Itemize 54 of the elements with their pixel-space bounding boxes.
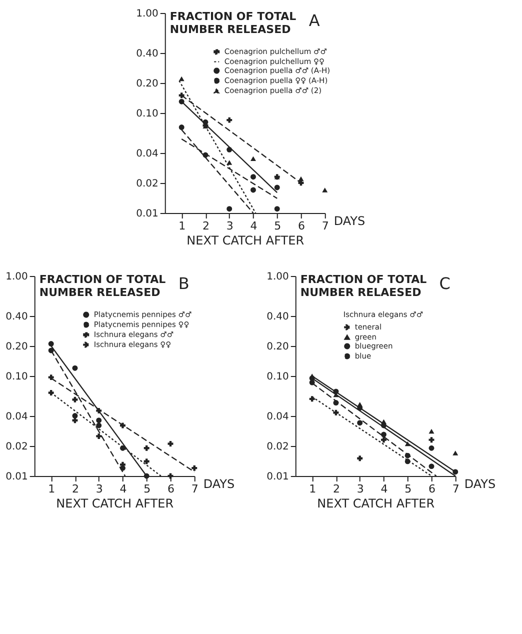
x-tick-label: 5 bbox=[274, 220, 282, 232]
x-tick-label: 2 bbox=[72, 482, 79, 496]
annotation: B bbox=[178, 274, 190, 293]
y-tick-label: 0.01 bbox=[6, 472, 28, 482]
y-tick-label: 0.40 bbox=[136, 48, 158, 60]
x-axis-title: NEXT CATCH AFTER bbox=[186, 234, 304, 248]
x-axis-title: NEXT CATCH AFTER bbox=[317, 496, 435, 510]
y-axis-title: FRACTION OF TOTAL NUMBER RELEASED bbox=[170, 10, 296, 36]
x-tick-label: 7 bbox=[191, 482, 198, 496]
x-tick-label: 3 bbox=[356, 482, 364, 496]
y-tick-label: 0.20 bbox=[6, 341, 28, 352]
x-tick-label: 7 bbox=[322, 220, 329, 232]
x-tick-label: 1 bbox=[178, 220, 186, 232]
y-tick-label: 0.20 bbox=[136, 78, 158, 90]
x-tick-label: 6 bbox=[428, 482, 436, 496]
y-tick-label: 1.00 bbox=[6, 272, 28, 282]
x-tick-label: 5 bbox=[144, 482, 151, 496]
x-tick-label: 2 bbox=[332, 482, 340, 496]
x-tick-label: 6 bbox=[298, 220, 305, 232]
y-tick-label: 0.02 bbox=[136, 178, 158, 190]
y-tick-label: 0.10 bbox=[136, 108, 158, 120]
x-tick-label: 6 bbox=[167, 482, 174, 496]
y-tick-label: 0.02 bbox=[6, 441, 28, 452]
x-tick-label: 3 bbox=[96, 482, 103, 496]
y-tick-label: 0.04 bbox=[6, 411, 28, 422]
x-axis-title: NEXT CATCH AFTER bbox=[56, 496, 174, 510]
y-tick-label: 0.20 bbox=[266, 341, 289, 352]
x-tick-label: 3 bbox=[226, 220, 234, 232]
x-tick-label: 1 bbox=[309, 482, 316, 496]
y-axis-title: FRACTION OF TOTAL NUMBER RELEASED bbox=[39, 273, 166, 299]
x-tick-label: 4 bbox=[380, 482, 388, 496]
y-tick-label: 1.00 bbox=[266, 272, 289, 282]
x-tick-label: 2 bbox=[202, 220, 210, 232]
y-tick-label: 0.01 bbox=[266, 472, 289, 482]
x-tick-label: 4 bbox=[250, 220, 258, 232]
x-tick-label: 5 bbox=[404, 482, 412, 496]
x-tick-label: 4 bbox=[120, 482, 127, 496]
y-tick-label: 0.10 bbox=[6, 372, 28, 382]
y-tick-label: 0.02 bbox=[266, 441, 289, 452]
text: DAYS bbox=[334, 214, 366, 228]
y-tick-label: 0.40 bbox=[6, 311, 28, 322]
y-tick-label: 0.04 bbox=[136, 148, 158, 160]
y-tick-label: 0.10 bbox=[266, 372, 289, 382]
annotation: C bbox=[439, 274, 450, 293]
text: DAYS bbox=[464, 477, 496, 491]
x-tick-label: 7 bbox=[452, 482, 460, 496]
x-tick-label: 1 bbox=[48, 482, 56, 496]
y-tick-label: 0.01 bbox=[136, 208, 158, 220]
y-axis-title: FRACTION OF TOTAL NUMBER RELAESED bbox=[300, 273, 427, 299]
y-tick-label: 0.40 bbox=[266, 311, 289, 322]
y-tick-label: 1.00 bbox=[136, 8, 158, 20]
y-tick-label: 0.04 bbox=[266, 411, 289, 422]
text: DAYS bbox=[203, 477, 235, 491]
annotation: A bbox=[308, 11, 320, 30]
